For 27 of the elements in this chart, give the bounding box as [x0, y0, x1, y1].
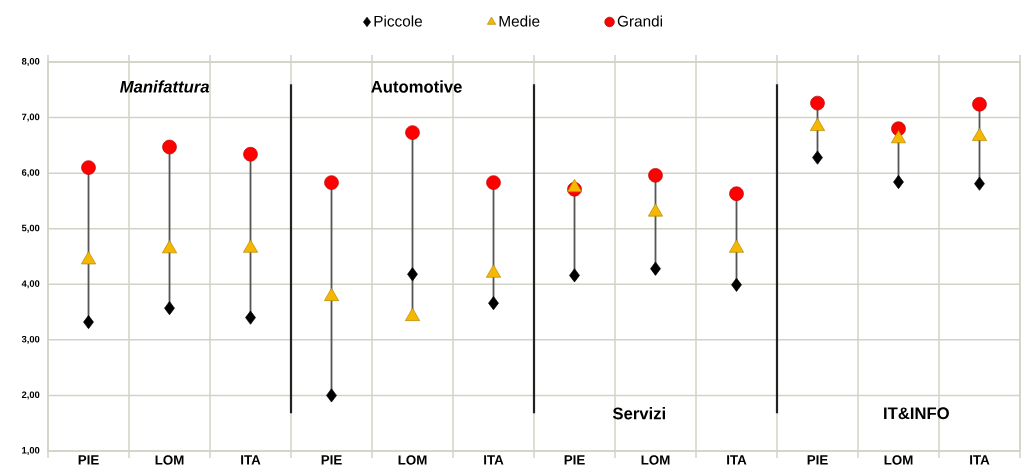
- x-tick-label: LOM: [641, 455, 670, 465]
- y-tick-label: 8,00: [21, 58, 40, 66]
- x-tick-label: ITA: [241, 455, 261, 465]
- x-tick-label: PIE: [321, 455, 342, 465]
- annotation: Servizi: [612, 407, 665, 420]
- y-tick-label: 1,00: [22, 447, 40, 455]
- x-tick-label: LOM: [398, 455, 427, 465]
- x-tick-label: PIE: [807, 455, 828, 465]
- legend-label: Piccole: [374, 15, 422, 27]
- x-tick-label: ITA: [484, 455, 504, 465]
- annotation: IT&INFO: [884, 407, 949, 420]
- x-tick-label: ITA: [970, 455, 990, 465]
- y-tick-label: 4,00: [21, 280, 40, 289]
- y-tick-label: 5,00: [21, 224, 40, 233]
- x-tick-label: ITA: [727, 455, 747, 465]
- x-tick-label: PIE: [78, 455, 99, 465]
- y-tick-label: 2,00: [21, 391, 40, 400]
- legend-label: Medie: [499, 15, 540, 27]
- annotation: Manifattura: [120, 80, 210, 93]
- y-tick-label: 3,00: [21, 335, 40, 344]
- x-tick-label: LOM: [155, 455, 184, 465]
- annotation: Automotive: [371, 80, 462, 93]
- y-tick-label: 7,00: [21, 113, 40, 122]
- x-tick-label: LOM: [884, 455, 913, 465]
- y-tick-label: 6,00: [21, 169, 40, 178]
- x-tick-label: PIE: [564, 455, 585, 465]
- legend-label: Grandi: [617, 15, 662, 27]
